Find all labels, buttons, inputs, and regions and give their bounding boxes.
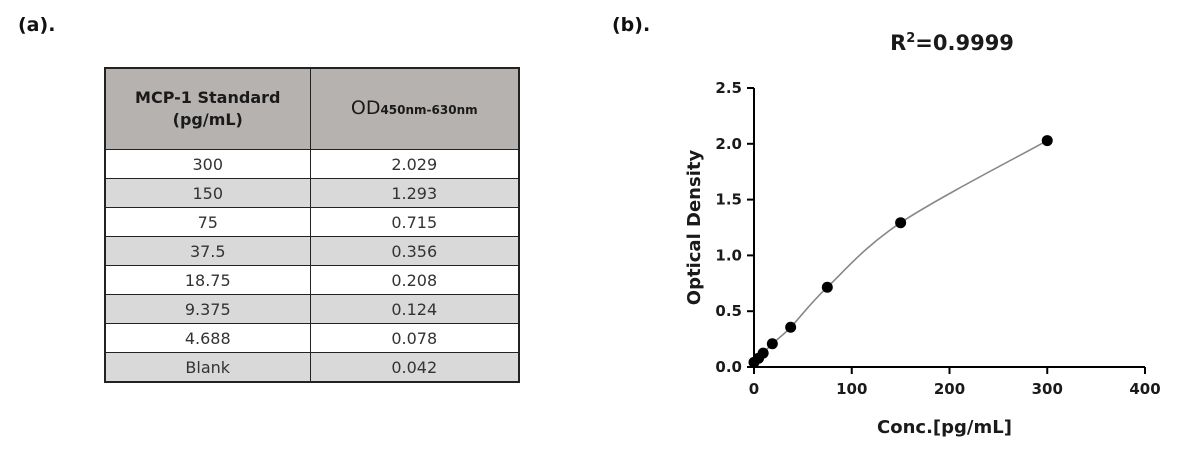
- x-axis-label: Conc.[pg/mL]: [877, 417, 1012, 438]
- cell-conc: Blank: [104, 352, 311, 383]
- header-od: OD450nm-630nm: [309, 67, 520, 150]
- cell-od: 0.715: [309, 207, 520, 237]
- cell-od: 0.356: [309, 236, 520, 266]
- y-tick-label: 2.5: [715, 79, 742, 97]
- cell-od: 2.029: [309, 149, 520, 179]
- fit-curve: [753, 139, 1048, 363]
- data-point: [766, 338, 778, 350]
- cell-od: 0.208: [309, 265, 520, 295]
- chart-title: R2=0.9999: [890, 31, 1014, 55]
- data-point: [821, 281, 833, 293]
- cell-od: 0.042: [309, 352, 520, 383]
- header-concentration-line2: (pg/mL): [172, 110, 243, 129]
- data-point: [757, 347, 769, 359]
- table-row: 9.375 0.124: [104, 294, 520, 324]
- y-tick-label: 0.0: [715, 358, 742, 376]
- x-tick-label: 300: [1032, 380, 1063, 398]
- table-row: 18.75 0.208: [104, 265, 520, 295]
- table-header-row: MCP-1 Standard (pg/mL) OD450nm-630nm: [104, 67, 520, 150]
- table-row: 37.5 0.356: [104, 236, 520, 266]
- data-point: [1041, 135, 1053, 147]
- table-row: 300 2.029: [104, 149, 520, 179]
- cell-conc: 18.75: [104, 265, 311, 295]
- table-row: 150 1.293: [104, 178, 520, 208]
- x-tick-label: 100: [836, 380, 867, 398]
- header-od-main: OD: [350, 97, 381, 119]
- x-tick-label: 0: [749, 380, 759, 398]
- standard-table: MCP-1 Standard (pg/mL) OD450nm-630nm 300…: [104, 67, 520, 383]
- cell-od: 1.293: [309, 178, 520, 208]
- cell-od: 0.124: [309, 294, 520, 324]
- cell-conc: 75: [104, 207, 311, 237]
- panel-label-b: (b).: [612, 14, 651, 36]
- cell-conc: 9.375: [104, 294, 311, 324]
- header-od-sub: 450nm-630nm: [380, 103, 478, 117]
- table-row: Blank 0.042: [104, 352, 520, 383]
- panel-label-a: (a).: [18, 14, 56, 36]
- data-point: [895, 217, 907, 229]
- y-tick-label: 0.5: [715, 302, 742, 320]
- data-point: [785, 321, 797, 333]
- header-concentration: MCP-1 Standard (pg/mL): [104, 67, 311, 150]
- x-tick-label: 200: [934, 380, 965, 398]
- header-concentration-line1: MCP-1 Standard: [135, 88, 281, 107]
- y-tick-label: 1.0: [715, 246, 742, 264]
- y-tick-label: 1.5: [715, 191, 742, 209]
- x-tick-label: 400: [1129, 380, 1160, 398]
- cell-conc: 300: [104, 149, 311, 179]
- table-row: 4.688 0.078: [104, 323, 520, 353]
- cell-conc: 4.688: [104, 323, 311, 353]
- y-tick-label: 2.0: [715, 135, 742, 153]
- table-row: 75 0.715: [104, 207, 520, 237]
- cell-od: 0.078: [309, 323, 520, 353]
- cell-conc: 37.5: [104, 236, 311, 266]
- cell-conc: 150: [104, 178, 311, 208]
- y-axis-label: Optical Density: [684, 150, 705, 306]
